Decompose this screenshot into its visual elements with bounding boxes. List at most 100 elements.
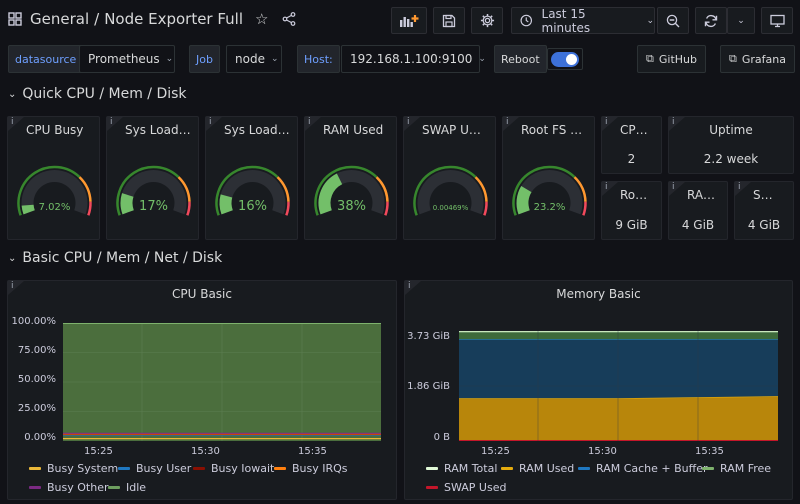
add-panel-icon <box>400 14 419 27</box>
time-range-label: Last 15 minutes <box>541 6 591 35</box>
info-icon[interactable]: i <box>602 117 618 131</box>
refresh-button[interactable] <box>695 7 727 34</box>
legend-item[interactable]: Busy IRQs <box>274 462 348 475</box>
legend-item[interactable]: Busy System <box>29 462 118 475</box>
zoom-out-button[interactable] <box>657 7 689 34</box>
github-link[interactable]: ⧉ GitHub <box>637 45 706 73</box>
host-select[interactable]: 192.168.1.100:9100 ⌄ <box>341 45 486 73</box>
reboot-variable-label: Reboot <box>494 45 547 73</box>
info-icon[interactable]: i <box>305 117 321 131</box>
info-icon[interactable]: i <box>206 117 222 131</box>
grid-lines <box>459 331 778 441</box>
datasource-variable-label: datasource <box>8 45 84 73</box>
row-title: Basic CPU / Mem / Net / Disk <box>22 250 223 266</box>
gauge-value-text: 23.2% <box>534 202 566 213</box>
gauge: 7.02% <box>17 165 92 216</box>
job-select[interactable]: node ⌄ <box>226 45 282 73</box>
template-variables-bar: datasource Prometheus ⌄ Job node ⌄ Host:… <box>0 44 800 74</box>
external-link-icon: ⧉ <box>729 52 737 65</box>
gauge: 16% <box>215 165 290 216</box>
dashboard-title[interactable]: Node Exporter Full <box>104 10 244 28</box>
gauge: 23.2% <box>512 165 587 216</box>
gauge-threshold <box>483 201 488 216</box>
timeseries-panel-memory-basic[interactable]: i Memory Basic 3.73 GiB 1.86 GiB 0 B 15:… <box>404 280 793 500</box>
host-value: 192.168.1.100:9100 <box>350 52 473 66</box>
gauge: 38% <box>314 165 389 216</box>
legend-item[interactable]: Busy Iowait <box>193 462 274 475</box>
info-icon[interactable]: i <box>404 117 420 131</box>
reboot-toggle[interactable] <box>547 48 583 70</box>
row-header-quick[interactable]: ⌄ Quick CPU / Mem / Disk <box>8 86 187 102</box>
row-header-basic[interactable]: ⌄ Basic CPU / Mem / Net / Disk <box>8 250 222 266</box>
save-dashboard-button[interactable] <box>433 7 465 34</box>
gauge-panel-ram-used[interactable]: i RAM Used 38% <box>304 116 397 240</box>
y-tick-label: 0 B <box>433 432 450 443</box>
dashboard-settings-button[interactable] <box>471 7 503 34</box>
info-icon[interactable]: i <box>8 117 24 131</box>
folder-link[interactable]: General <box>30 10 90 28</box>
gauge-value-arc <box>516 186 532 215</box>
stat-panel-cpu-cores[interactable]: i CP… 2 <box>601 116 662 174</box>
gauge-panel-root-fs-used[interactable]: i Root FS … 23.2% <box>502 116 595 240</box>
legend-item[interactable]: RAM Used <box>501 462 574 475</box>
star-icon[interactable]: ☆ <box>255 10 269 28</box>
y-tick-label: 50.00% <box>17 374 56 385</box>
row-title: Quick CPU / Mem / Disk <box>22 86 187 102</box>
gauge-threshold <box>276 176 290 202</box>
stat-panel-swap-total[interactable]: i S… 4 GiB <box>734 181 794 240</box>
gauge-threshold <box>512 165 576 216</box>
panel-title: S… <box>753 188 773 202</box>
gauge-threshold <box>78 176 92 202</box>
info-icon[interactable]: i <box>602 182 618 196</box>
share-icon[interactable] <box>282 12 296 26</box>
save-icon <box>442 14 456 27</box>
refresh-interval-dropdown[interactable]: ⌄ <box>727 7 755 34</box>
info-icon[interactable]: i <box>669 182 685 196</box>
legend-label: Busy Iowait <box>211 462 275 475</box>
chevron-down-icon: ⌄ <box>646 15 654 26</box>
gauge-threshold <box>314 165 378 216</box>
gauge-value-text: 0.00469% <box>433 204 469 212</box>
stat-panel-uptime[interactable]: i Uptime 2.2 week <box>668 116 794 174</box>
legend-swatch <box>29 467 41 470</box>
legend-swatch <box>578 467 590 470</box>
chevron-down-icon: ⌄ <box>478 54 486 64</box>
datasource-select[interactable]: Prometheus ⌄ <box>79 45 175 73</box>
y-tick-label: 100.00% <box>11 316 57 327</box>
gauge-panel-sys-load-5m[interactable]: i Sys Load… 17% <box>106 116 199 240</box>
time-range-picker[interactable]: Last 15 minutes ⌄ <box>511 6 655 35</box>
y-tick-label: 1.86 GiB <box>407 381 450 392</box>
timeseries-panel-cpu-basic[interactable]: i CPU Basic 100.00% 75.00% 50.00% 25.00%… <box>7 280 397 500</box>
gauge-threshold <box>87 201 92 216</box>
dashboards-grid-icon[interactable] <box>8 12 22 26</box>
tv-mode-button[interactable] <box>761 7 793 34</box>
stat-panel-ram-total[interactable]: i RA… 4 GiB <box>668 181 728 240</box>
gauge-panel-swap-used[interactable]: i SWAP U… 0.00469% <box>403 116 496 240</box>
x-tick-label: 15:35 <box>695 446 724 457</box>
add-panel-button[interactable] <box>391 7 427 34</box>
gauge-panel-cpu-busy[interactable]: i CPU Busy 7.02% <box>7 116 100 240</box>
gauge-panel-sys-load-15m[interactable]: i Sys Load… 16% <box>205 116 298 240</box>
legend-item[interactable]: RAM Cache + Buffer <box>578 462 708 475</box>
info-icon[interactable]: i <box>503 117 519 131</box>
info-icon[interactable]: i <box>107 117 123 131</box>
chevron-down-icon: ⌄ <box>737 15 745 26</box>
legend-swatch <box>274 467 286 470</box>
legend-item[interactable]: Busy User <box>118 462 191 475</box>
gauge-threshold <box>215 165 279 216</box>
legend-label: RAM Free <box>720 462 772 475</box>
legend-item[interactable]: SWAP Used <box>426 481 506 494</box>
panel-title: Ro… <box>620 188 648 202</box>
legend-swatch <box>501 467 513 470</box>
panel-title: RA… <box>687 188 716 202</box>
gauge-threshold <box>573 176 587 202</box>
legend-item[interactable]: RAM Free <box>702 462 771 475</box>
info-icon[interactable]: i <box>735 182 751 196</box>
chevron-down-icon: ⌄ <box>270 54 279 64</box>
legend-item[interactable]: Busy Other <box>29 481 109 494</box>
legend-item[interactable]: RAM Total <box>426 462 497 475</box>
chevron-down-icon: ⌄ <box>8 88 17 100</box>
stat-panel-rootfs-total[interactable]: i Ro… 9 GiB <box>601 181 662 240</box>
grafana-link[interactable]: ⧉ Grafana <box>720 45 795 73</box>
legend-item[interactable]: Idle <box>108 481 146 494</box>
